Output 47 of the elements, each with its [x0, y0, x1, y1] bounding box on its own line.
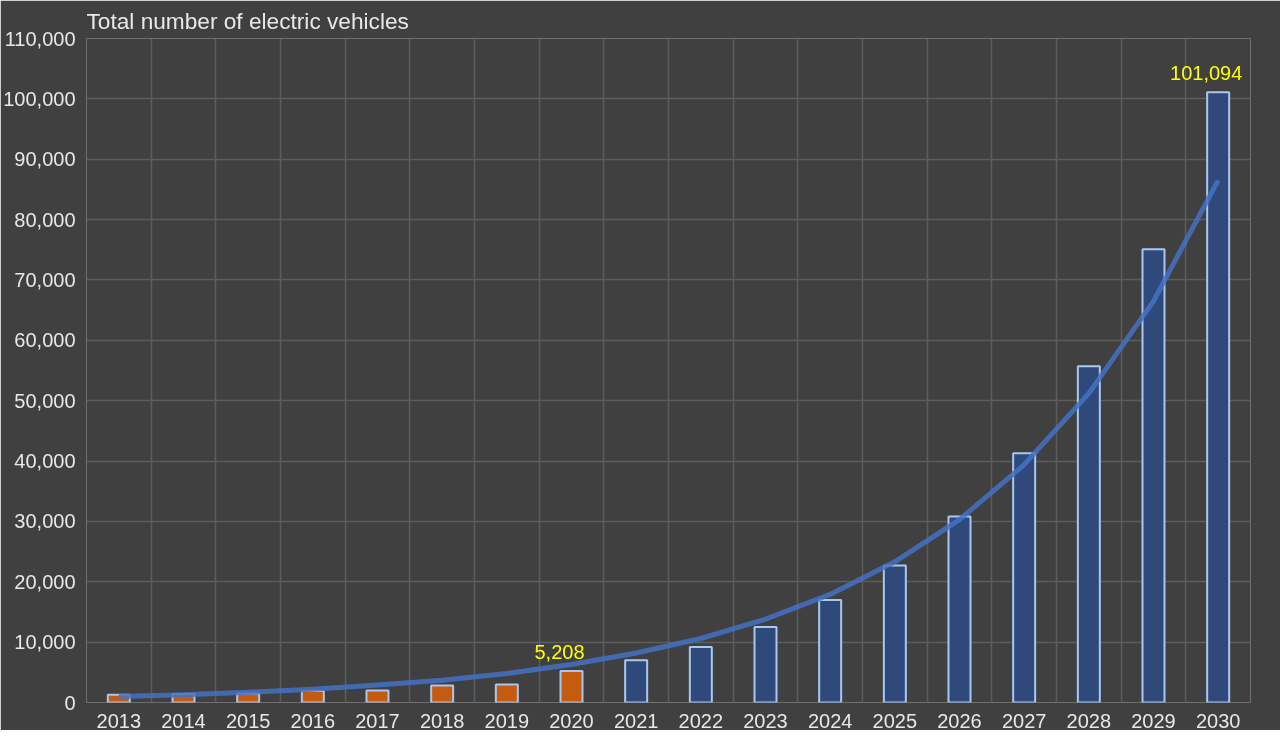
y-tick-label: 80,000 — [14, 208, 76, 231]
x-tick-label: 2022 — [678, 709, 724, 732]
bar — [559, 670, 584, 703]
bar — [1012, 452, 1037, 703]
bar — [753, 626, 778, 703]
x-tick-label: 2028 — [1066, 709, 1112, 732]
x-tick-label: 2014 — [161, 709, 206, 732]
x-tick-label: 2013 — [96, 709, 142, 732]
x-tick-label: 2025 — [872, 709, 918, 732]
bar — [430, 684, 455, 703]
x-tick-label: 2018 — [419, 709, 465, 732]
bar — [688, 645, 713, 703]
y-tick-label: 30,000 — [14, 510, 76, 533]
x-tick-label: 2026 — [937, 709, 982, 732]
chart-title: Total number of electric vehicles — [86, 7, 409, 34]
x-tick-label: 2015 — [225, 709, 271, 732]
y-tick-label: 60,000 — [14, 329, 76, 352]
x-tick-label: 2017 — [355, 709, 400, 732]
x-tick-label: 2021 — [613, 709, 659, 732]
bar — [1076, 365, 1101, 703]
y-tick-label: 40,000 — [14, 450, 76, 473]
y-tick-label: 20,000 — [14, 570, 76, 593]
x-tick-label: 2016 — [290, 709, 336, 732]
bar — [1206, 91, 1231, 703]
x-tick-label: 2027 — [1001, 709, 1047, 732]
bar — [818, 598, 843, 703]
x-tick-label: 2030 — [1195, 709, 1241, 732]
y-tick-label: 100,000 — [3, 87, 76, 110]
bar — [365, 689, 390, 703]
y-tick-label: 50,000 — [14, 389, 76, 412]
bar — [1141, 248, 1166, 703]
x-tick-label: 2024 — [807, 709, 853, 732]
bar — [624, 659, 649, 703]
bar — [494, 683, 519, 703]
y-tick-label: 70,000 — [14, 268, 76, 291]
bar — [947, 515, 972, 703]
y-tick-label: 0 — [64, 691, 76, 714]
x-tick-label: 2019 — [484, 709, 530, 732]
y-tick-label: 90,000 — [14, 148, 76, 171]
x-tick-label: 2020 — [549, 709, 594, 732]
x-tick-label: 2029 — [1131, 709, 1176, 732]
data-label: 101,094 — [1170, 62, 1243, 85]
data-label: 5,208 — [534, 641, 585, 664]
bar — [882, 564, 907, 703]
y-tick-label: 10,000 — [14, 631, 76, 654]
x-tick-label: 2023 — [743, 709, 788, 732]
y-tick-label: 110,000 — [4, 27, 76, 50]
